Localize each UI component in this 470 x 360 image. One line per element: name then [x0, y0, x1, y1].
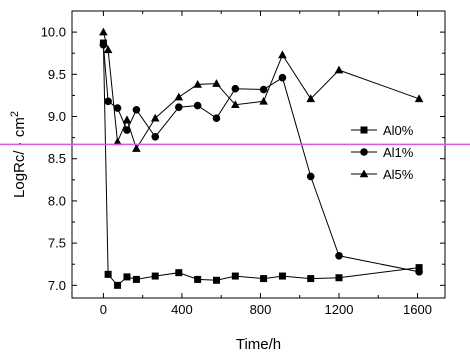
legend-item-al0pct: Al0% [351, 123, 414, 138]
data-point-al1pct [123, 126, 131, 134]
data-point-al5pct [132, 144, 141, 152]
data-point-al0pct [104, 270, 112, 278]
legend-item-al1pct: Al1% [351, 145, 414, 160]
x-tick-label: 1600 [403, 302, 432, 317]
data-point-al5pct [103, 45, 113, 54]
data-point-al1pct [132, 105, 141, 114]
y-tick-label: 9.0 [48, 109, 66, 124]
x-tick-label: 400 [171, 302, 193, 317]
x-axis-title: Time/h [236, 336, 281, 353]
data-point-al5pct [174, 92, 184, 101]
y-tick-label: 7.0 [48, 278, 66, 293]
data-point-al5pct [193, 79, 202, 88]
data-point-al5pct [122, 115, 132, 124]
data-point-al0pct [194, 275, 202, 283]
data-point-al1pct [151, 132, 160, 141]
data-point-al0pct [260, 275, 268, 283]
data-point-al5pct [99, 27, 108, 36]
data-point-al5pct [306, 94, 316, 103]
data-point-al5pct [334, 65, 344, 74]
series-line-al0pct [102, 43, 420, 287]
data-point-al0pct [212, 276, 220, 284]
y-tick-label: 10.0 [41, 25, 66, 40]
data-point-al1pct [306, 172, 315, 181]
data-point-al5pct [259, 96, 268, 105]
legend-label: Al0% [383, 123, 414, 138]
data-point-al1pct [212, 114, 221, 123]
y-axis-title: LogRc/ · cm2 [9, 111, 28, 198]
data-point-al0pct [335, 274, 343, 282]
series-group [99, 27, 424, 289]
data-point-al1pct [259, 85, 268, 94]
plot-area-border [71, 10, 446, 299]
y-axis-title-main: LogRc/ · cm [11, 117, 28, 198]
y-tick-label: 9.5 [48, 67, 66, 82]
legend-label: Al1% [383, 145, 414, 160]
data-point-al5pct [278, 50, 287, 59]
data-point-al0pct [175, 269, 183, 277]
y-tick-label: 7.5 [48, 236, 66, 251]
data-point-al5pct [150, 113, 160, 122]
legend-marker [360, 148, 368, 156]
series-al5pct [99, 27, 424, 152]
data-point-al1pct [104, 97, 112, 106]
data-point-al5pct [212, 79, 221, 87]
data-point-al1pct [231, 84, 240, 93]
data-point-al0pct [151, 272, 159, 280]
data-point-al1pct [278, 73, 287, 82]
axis-ticks: 0 400 800 1200 1600 7.0 7.5 8.0 8.5 9.0 9.5 10.0 [41, 10, 445, 317]
plot-frame [71, 10, 446, 299]
data-point-al5pct [231, 100, 240, 108]
y-axis-title-group: LogRc/ · cm2 [9, 111, 28, 198]
legend-marker [360, 126, 368, 134]
series-al0pct [99, 39, 423, 289]
data-point-al1pct [193, 101, 202, 110]
x-tick-label: 0 [100, 302, 107, 317]
legend-label: Al5% [383, 167, 414, 182]
data-point-al5pct [113, 137, 122, 146]
data-point-al0pct [123, 273, 131, 281]
data-point-al1pct [99, 40, 108, 49]
series-al1pct [99, 40, 423, 276]
series-line-al1pct [102, 44, 420, 273]
data-point-al1pct [335, 251, 343, 260]
data-point-al0pct [278, 272, 286, 280]
legend-marker [359, 169, 369, 178]
data-point-al0pct [231, 272, 239, 280]
data-point-al0pct [132, 275, 140, 283]
data-point-al5pct [414, 94, 424, 103]
x-tick-label: 1200 [325, 302, 354, 317]
x-tick-label: 800 [250, 302, 272, 317]
legend-item-al5pct: Al5% [351, 167, 414, 182]
data-point-al1pct [174, 103, 183, 112]
data-point-al0pct [307, 275, 315, 283]
data-point-al1pct [113, 104, 122, 112]
legend: Al0% Al1% Al5% [351, 123, 414, 182]
y-tick-label: 8.5 [48, 151, 66, 166]
data-point-al0pct [415, 264, 423, 272]
y-tick-label: 8.0 [48, 193, 66, 208]
data-point-al1pct [415, 268, 423, 276]
y-axis-title-superscript: 2 [9, 111, 21, 117]
data-point-al0pct [114, 281, 122, 289]
